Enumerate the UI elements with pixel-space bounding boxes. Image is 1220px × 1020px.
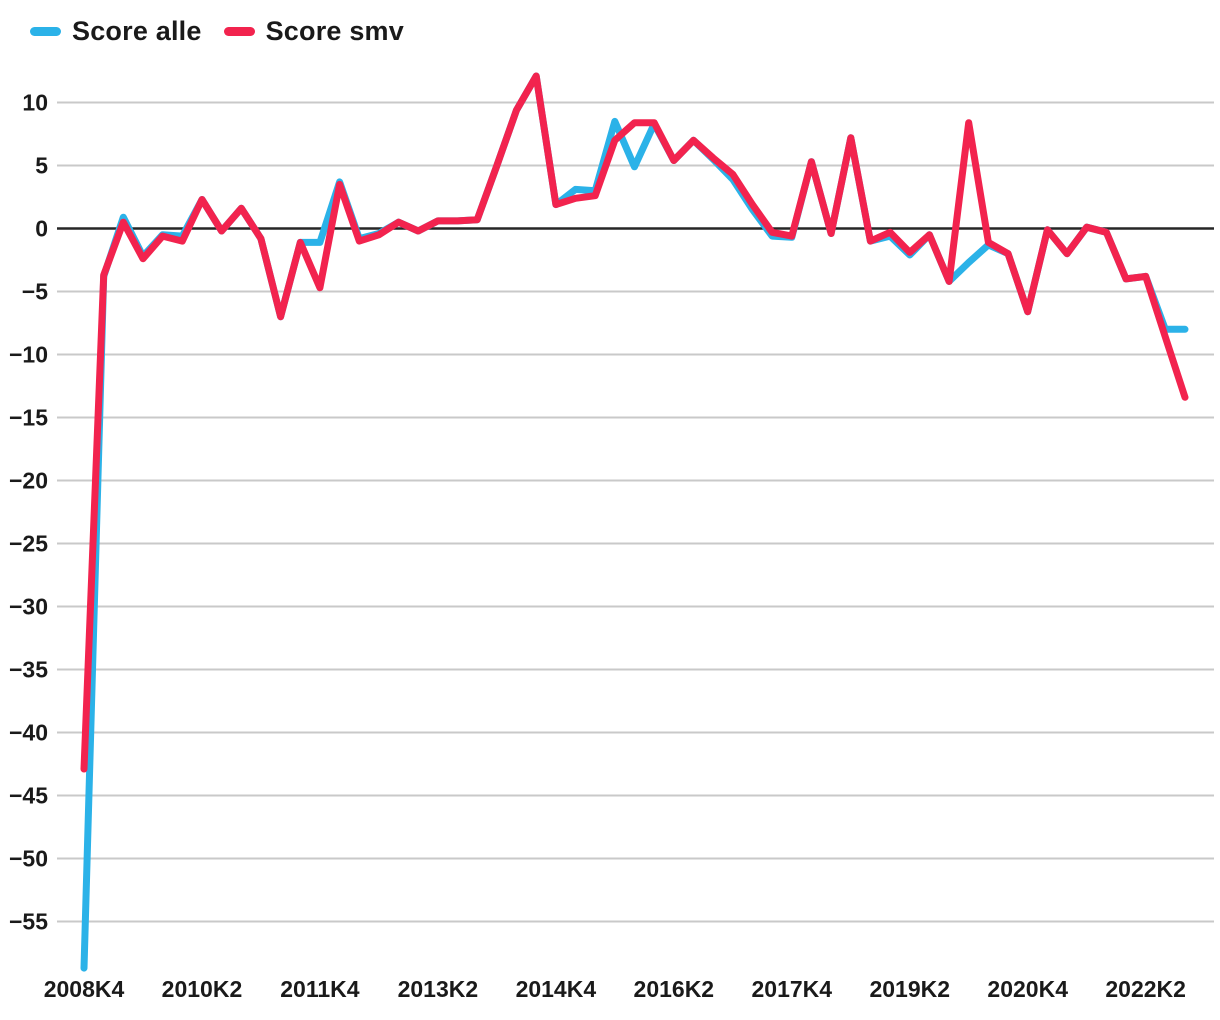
y-axis-tick-label: −35 <box>9 657 48 683</box>
y-axis-tick-label: −15 <box>9 405 48 431</box>
y-axis-tick-label: 10 <box>22 90 48 116</box>
y-axis-tick-label: −5 <box>22 279 48 305</box>
y-axis-tick-label: −20 <box>9 468 48 494</box>
x-axis-tick-label: 2017K4 <box>751 976 832 1002</box>
legend-item-score-smv[interactable]: Score smv <box>223 16 404 47</box>
legend-label-score-smv: Score smv <box>265 16 404 46</box>
y-axis-tick-label: 0 <box>35 216 48 242</box>
x-axis-tick-label: 2011K4 <box>280 976 360 1002</box>
y-axis-tick-label: −30 <box>9 594 48 620</box>
y-axis-tick-label: 5 <box>35 153 48 179</box>
legend-swatch-score-smv <box>223 27 255 36</box>
x-axis-tick-label: 2013K2 <box>398 976 479 1002</box>
legend: Score alle Score smv <box>30 16 404 47</box>
y-axis-tick-label: −25 <box>9 531 48 557</box>
x-axis-tick-label: 2020K4 <box>987 976 1068 1002</box>
y-axis-tick-label: −10 <box>9 342 48 368</box>
legend-label-score-alle: Score alle <box>72 16 202 46</box>
y-axis-tick-label: −40 <box>9 720 48 746</box>
x-axis-tick-label: 2014K4 <box>516 976 597 1002</box>
series-line-score-smv <box>80 72 1189 773</box>
legend-swatch-score-alle <box>30 27 61 36</box>
x-axis-tick-label: 2008K4 <box>44 976 125 1002</box>
legend-item-score-alle[interactable]: Score alle <box>30 16 202 47</box>
y-axis-tick-label: −45 <box>9 783 48 809</box>
series-line-score-alle <box>80 72 1189 972</box>
x-axis-tick-label: 2010K2 <box>162 976 243 1002</box>
y-axis-tick-label: −55 <box>9 909 48 935</box>
x-axis-tick-label: 2019K2 <box>869 976 950 1002</box>
x-axis-tick-label: 2016K2 <box>634 976 715 1002</box>
y-axis-tick-label: −50 <box>9 846 48 872</box>
x-axis-tick-label: 2022K2 <box>1105 976 1186 1002</box>
